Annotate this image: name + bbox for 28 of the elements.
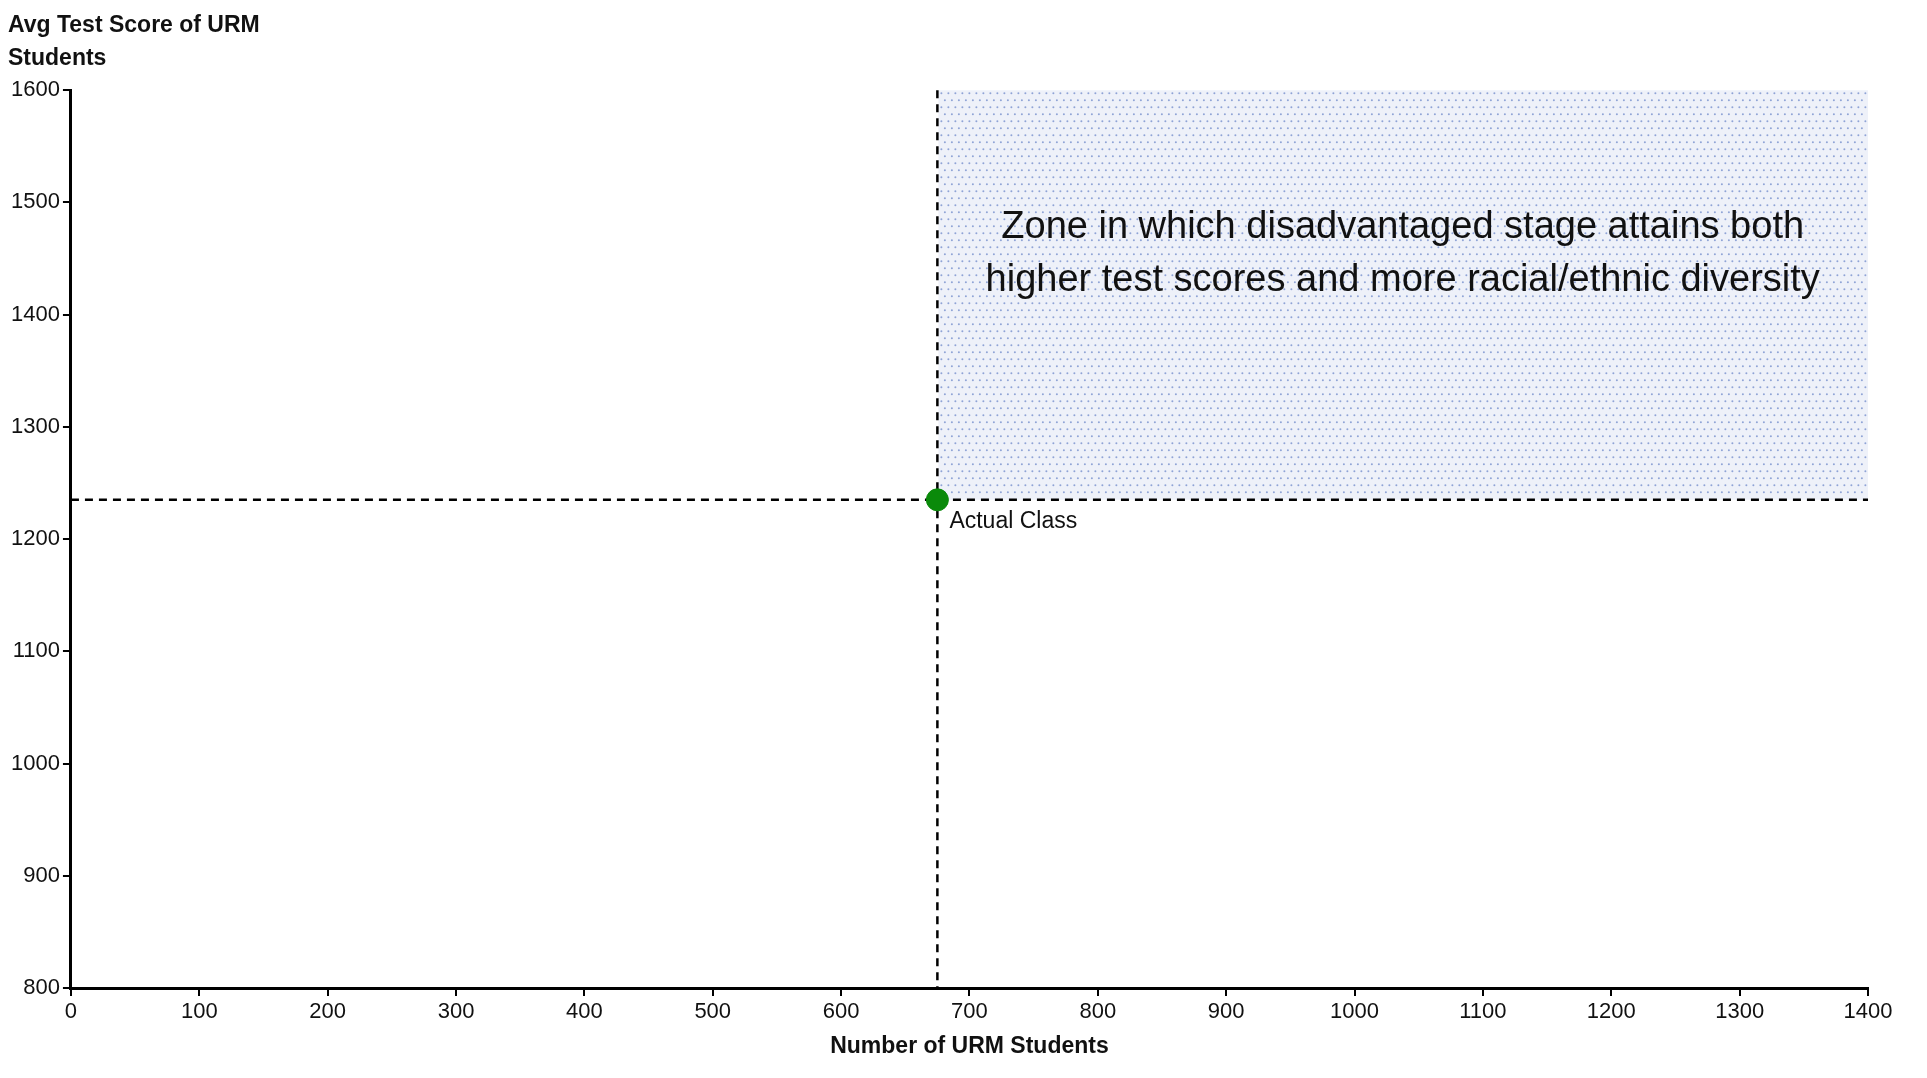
x-tick-label: 1300 bbox=[1715, 998, 1765, 1024]
x-tick-label: 700 bbox=[951, 998, 988, 1024]
x-tick-label: 900 bbox=[1207, 998, 1245, 1024]
x-tick-label: 600 bbox=[822, 998, 860, 1024]
x-axis-title: Number of URM Students bbox=[830, 1031, 1109, 1058]
y-tick-label: 1300 bbox=[10, 412, 60, 438]
x-tick-label: 200 bbox=[309, 998, 347, 1024]
y-tick-label: 900 bbox=[23, 861, 60, 887]
y-tick-label: 1200 bbox=[10, 525, 60, 551]
y-tick-label: 1100 bbox=[12, 637, 60, 663]
y-tick-label: 1600 bbox=[10, 76, 60, 102]
x-tick-label: 100 bbox=[180, 998, 218, 1024]
x-tick-label: 1400 bbox=[1843, 998, 1893, 1024]
y-tick-label: 1000 bbox=[10, 749, 60, 775]
band-label: Zone in which disadvantaged stage attains both higher test scores and more racial/ethnic diversity bbox=[985, 203, 1820, 299]
x-tick-label: 300 bbox=[437, 998, 475, 1024]
x-tick-label: 500 bbox=[694, 998, 732, 1024]
y-tick-label: 800 bbox=[23, 974, 60, 1000]
x-tick-label: 400 bbox=[566, 998, 603, 1024]
x-tick-label: 1000 bbox=[1330, 998, 1380, 1024]
annotation: Actual Class bbox=[949, 506, 1078, 533]
y-tick-label: 1400 bbox=[10, 300, 60, 326]
x-tick-label: 800 bbox=[1079, 998, 1117, 1024]
x-tick-label: 0 bbox=[64, 998, 78, 1024]
y-tick-label: 1500 bbox=[10, 188, 60, 214]
y-axis-title: Avg Test Score of URM Students bbox=[8, 10, 261, 72]
x-tick-label: 1200 bbox=[1586, 998, 1636, 1024]
x-tick-label: 1100 bbox=[1459, 998, 1507, 1024]
